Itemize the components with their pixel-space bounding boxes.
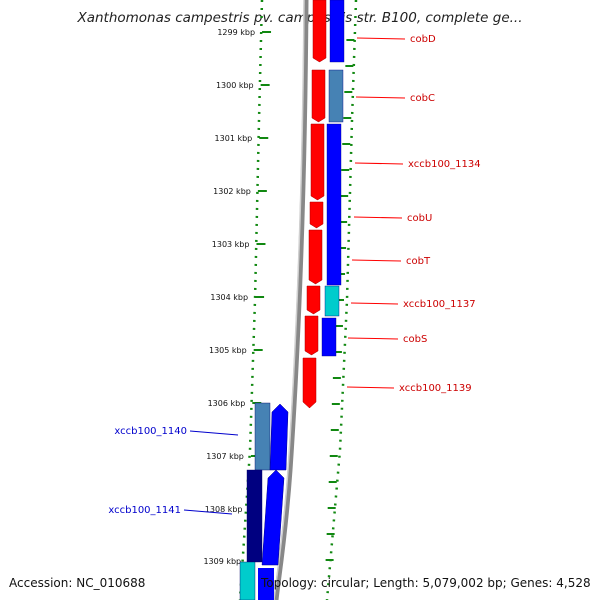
operon-block — [324, 285, 340, 317]
forward-gene-block — [309, 201, 324, 229]
gene-leader-line — [354, 162, 404, 165]
forward-gene-block — [311, 69, 326, 123]
tick-label: 1299 kbp — [217, 28, 255, 37]
gene-leader-line — [347, 337, 399, 340]
tick-label: 1305 kbp — [209, 346, 247, 355]
reverse-gene-block — [254, 402, 271, 471]
operon-block — [328, 69, 344, 123]
tick-label: 1308 kbp — [205, 505, 243, 514]
gene-leader-line — [189, 430, 239, 436]
operon-block — [329, 0, 345, 63]
map-title: Xanthomonas campestris pv. campestris st… — [77, 10, 523, 26]
accession-text: Accession: NC_010688 — [9, 576, 146, 590]
gene-label: xccb100_1137 — [403, 299, 476, 310]
gc-dotted-line-inner — [238, 0, 264, 600]
gene-label: cobD — [410, 34, 436, 45]
gene-label: xccb100_1139 — [399, 383, 472, 394]
gene-leader-line — [350, 302, 399, 305]
forward-gene-block — [304, 315, 319, 356]
tick-label: 1307 kbp — [206, 452, 244, 461]
forward-gene-block — [312, 0, 327, 63]
gene-label: xccb100_1134 — [408, 159, 481, 170]
tick-label: 1300 kbp — [216, 81, 254, 90]
genome-summary-text: Topology: circular; Length: 5,079,002 bp… — [261, 576, 591, 590]
operon-block — [326, 123, 342, 286]
gene-label: cobU — [407, 213, 432, 224]
gene-label: cobS — [403, 334, 427, 345]
reverse-gene-block — [239, 561, 256, 600]
backbone-highlight — [273, 0, 305, 600]
forward-gene-block — [310, 123, 325, 201]
gene-leader-line — [183, 509, 233, 515]
tick-label: 1303 kbp — [212, 240, 250, 249]
tick-label: 1302 kbp — [213, 187, 251, 196]
reverse-gene-block — [246, 469, 263, 563]
gene-leader-line — [353, 216, 403, 219]
gene-leader-line — [351, 259, 402, 262]
tick-label: 1301 kbp — [215, 134, 253, 143]
gene-leader-line — [355, 96, 406, 99]
gene-label: cobC — [410, 93, 435, 104]
gene-leader-line — [356, 37, 406, 40]
tick-label: 1309 kbp — [203, 557, 241, 566]
operon-block — [321, 317, 337, 357]
tick-label: 1306 kbp — [208, 399, 246, 408]
reverse-gene-block — [258, 568, 274, 600]
gene-label: xccb100_1141 — [108, 505, 181, 516]
forward-gene-block — [306, 285, 321, 315]
gene-label: xccb100_1140 — [114, 426, 187, 437]
gene-label: cobT — [406, 256, 431, 267]
gene-leader-line — [346, 386, 395, 389]
reverse-gene-arrow — [261, 469, 285, 566]
reverse-gene-arrow — [269, 403, 289, 471]
tick-label: 1304 kbp — [210, 293, 248, 302]
backbone-line — [273, 0, 309, 600]
forward-gene-block — [308, 229, 323, 285]
gc-dotted-line-outer — [325, 0, 358, 600]
forward-gene-block — [302, 357, 317, 409]
